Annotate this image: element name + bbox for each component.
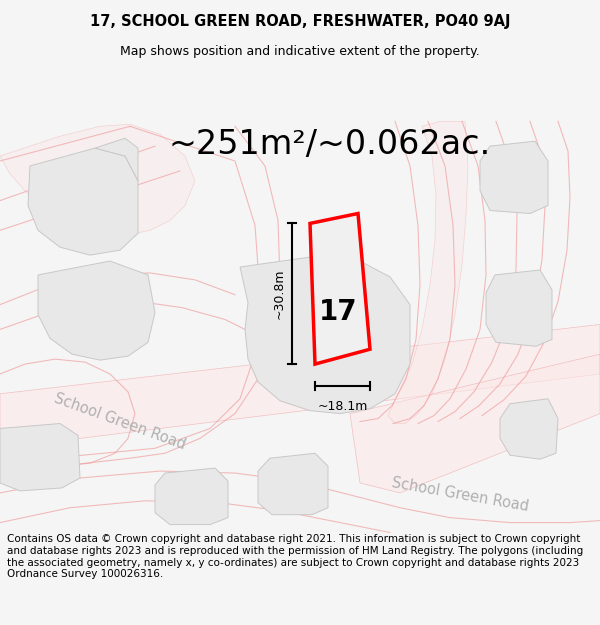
- Polygon shape: [28, 148, 138, 255]
- Text: 17: 17: [319, 298, 358, 326]
- Text: ~18.1m: ~18.1m: [317, 400, 368, 412]
- Polygon shape: [480, 141, 548, 214]
- Text: ~251m²/~0.062ac.: ~251m²/~0.062ac.: [169, 127, 491, 161]
- Text: School Green Road: School Green Road: [390, 476, 529, 514]
- Polygon shape: [486, 270, 552, 346]
- Text: Contains OS data © Crown copyright and database right 2021. This information is : Contains OS data © Crown copyright and d…: [7, 534, 583, 579]
- Polygon shape: [388, 121, 468, 424]
- Text: ~30.8m: ~30.8m: [272, 269, 286, 319]
- Polygon shape: [0, 324, 600, 448]
- Polygon shape: [155, 468, 228, 524]
- Text: 17, SCHOOL GREEN ROAD, FRESHWATER, PO40 9AJ: 17, SCHOOL GREEN ROAD, FRESHWATER, PO40 …: [90, 14, 510, 29]
- Polygon shape: [38, 261, 155, 360]
- Text: School Green Road: School Green Road: [52, 391, 188, 452]
- Polygon shape: [240, 257, 410, 414]
- Polygon shape: [500, 399, 558, 459]
- Polygon shape: [310, 214, 370, 364]
- Polygon shape: [258, 453, 328, 514]
- Polygon shape: [0, 124, 195, 235]
- Text: Map shows position and indicative extent of the property.: Map shows position and indicative extent…: [120, 44, 480, 58]
- Polygon shape: [0, 424, 80, 491]
- Polygon shape: [350, 354, 600, 493]
- Polygon shape: [95, 138, 138, 181]
